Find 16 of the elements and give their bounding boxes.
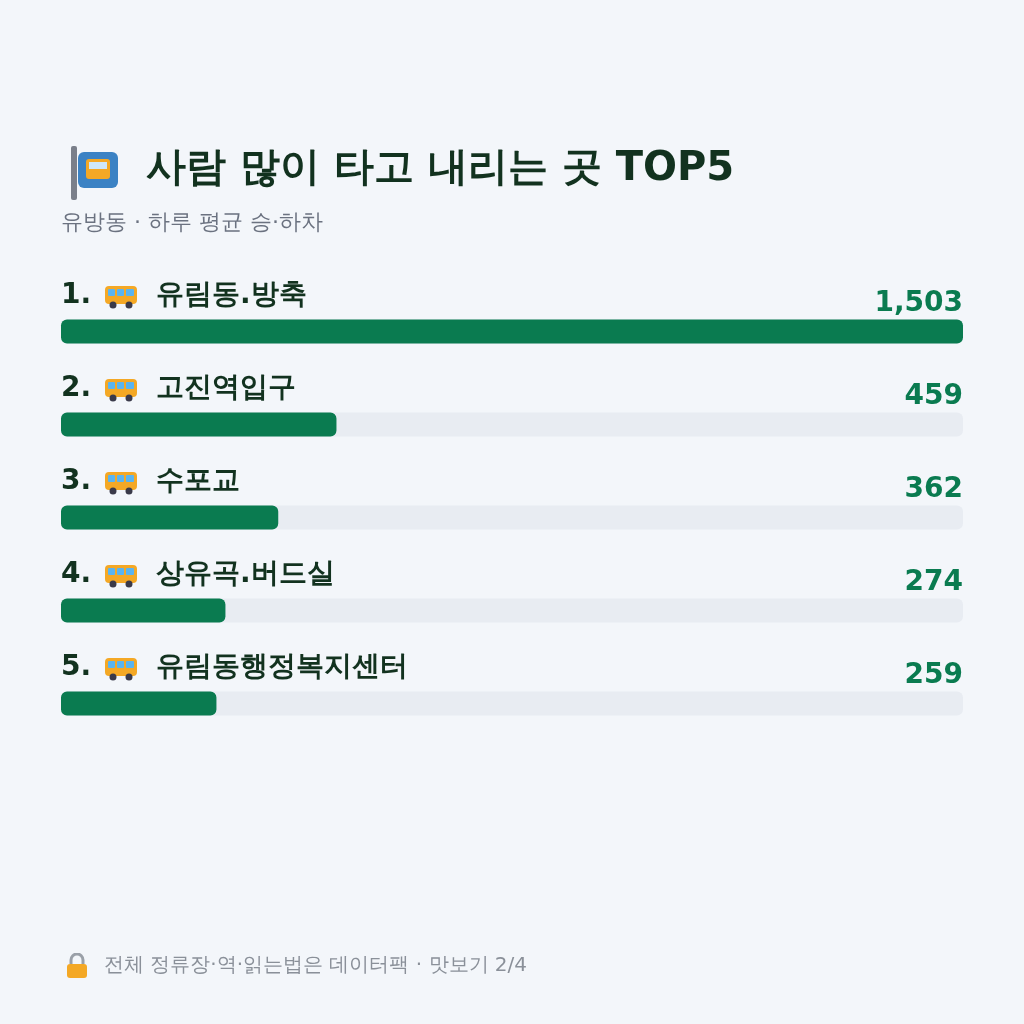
text: 전체 정류장·역·읽는법은 데이터팩 · 맛보기 2/4 (104, 952, 528, 976)
data-label: 362 (904, 471, 963, 504)
bar (61, 598, 226, 623)
category-label: 5. 유림동행정복지센터 (61, 649, 408, 682)
data-label: 459 (904, 378, 963, 411)
bar (61, 505, 279, 530)
category-label: 2. 고진역입구 (61, 370, 296, 403)
data-label: 1,503 (874, 285, 963, 318)
chart-title: 사람 많이 타고 내리는 곳 TOP5 (146, 143, 735, 189)
category-label: 4. 상유곡.버드실 (61, 556, 335, 589)
category-label: 3. 수포교 (61, 463, 240, 496)
chart-subtitle: 유방동 · 하루 평균 승·하차 (61, 208, 323, 234)
category-label: 1. 유림동.방축 (61, 277, 307, 310)
bar (61, 691, 217, 716)
data-label: 259 (904, 657, 963, 690)
data-label: 274 (904, 564, 963, 597)
